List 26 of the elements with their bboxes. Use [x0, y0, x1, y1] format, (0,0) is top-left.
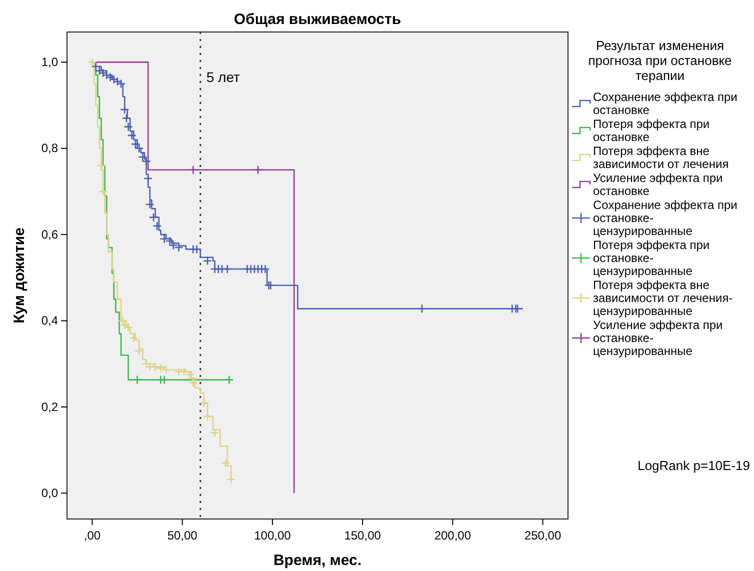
- y-tick-label: 1,0: [41, 55, 58, 70]
- legend-label: Потеря эффекта вне зависимости от лечения: [593, 144, 729, 171]
- legend-title: Результат изменения прогноза при остановке терапии: [588, 38, 732, 83]
- x-tick-label: 200,00: [434, 528, 472, 543]
- ref-line-label: 5 лет: [206, 69, 241, 85]
- y-tick-label: 0,6: [41, 227, 58, 242]
- x-tick-label: 150,00: [344, 528, 382, 543]
- x-tick-label: 250,00: [524, 528, 562, 543]
- text: LogRank p=10E-19: [638, 458, 750, 473]
- legend-label: Усиление эффекта при остановке-цензурированные: [593, 318, 723, 358]
- y-tick-label: 0,2: [41, 400, 58, 414]
- x-tick-label: 100,00: [254, 528, 292, 543]
- legend-label: Сохранение эффекта при остановке-цензурированные: [593, 198, 738, 238]
- legend-label: Потеря эффекта вне зависимости от лечения-цензурированные: [593, 278, 733, 318]
- legend-label: Потеря эффекта при остановке: [593, 117, 710, 144]
- x-tick-label: ,00: [84, 528, 101, 543]
- y-tick-label: 0,0: [41, 486, 58, 500]
- legend-label: Усиление эффекта при остановке: [593, 171, 723, 198]
- legend-label: Сохранение эффекта при остановке: [593, 90, 738, 117]
- chart-title: Общая выживаемость: [234, 11, 402, 28]
- x-axis-title: Время, мес.: [273, 552, 362, 569]
- y-tick-label: 0,8: [41, 141, 58, 156]
- legend-label: Потеря эффекта при остановке-цензурированные: [593, 238, 710, 278]
- x-tick-label: 50,00: [167, 528, 198, 543]
- y-axis-title: Кум дожитие: [11, 228, 28, 324]
- y-tick-label: 0,4: [41, 314, 58, 328]
